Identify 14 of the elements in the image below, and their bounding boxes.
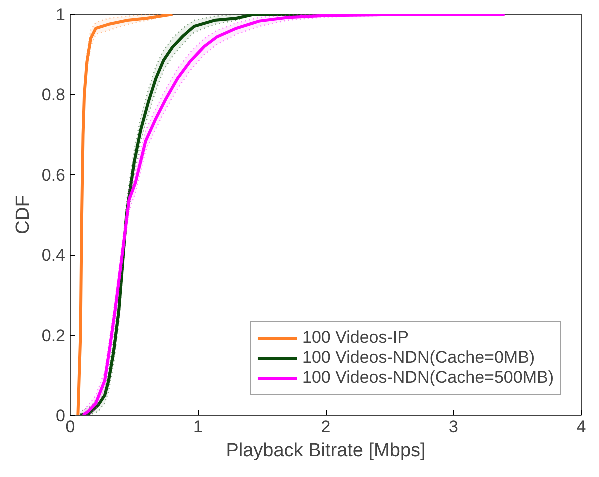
- legend-label: 100 Videos-NDN(Cache=0MB): [302, 348, 536, 368]
- y-tick-label: 1: [56, 6, 66, 24]
- legend-label: 100 Videos-IP: [302, 328, 409, 348]
- x-tick-label: 3: [449, 418, 458, 436]
- legend-label: 100 Videos-NDN(Cache=500MB): [302, 368, 554, 388]
- y-axis-title: CDF: [12, 195, 34, 235]
- y-tick-label: 0.6: [42, 166, 66, 185]
- x-tick-label: 4: [576, 418, 586, 436]
- y-tick-label: 0.2: [42, 326, 66, 346]
- x-tick-label: 2: [321, 418, 331, 436]
- y-tick-label: 0.8: [42, 86, 66, 105]
- x-axis-title: Playback Bitrate [Mbps]: [226, 440, 426, 462]
- y-tick-label: 0.4: [42, 246, 66, 266]
- x-tick-label: 1: [194, 418, 203, 436]
